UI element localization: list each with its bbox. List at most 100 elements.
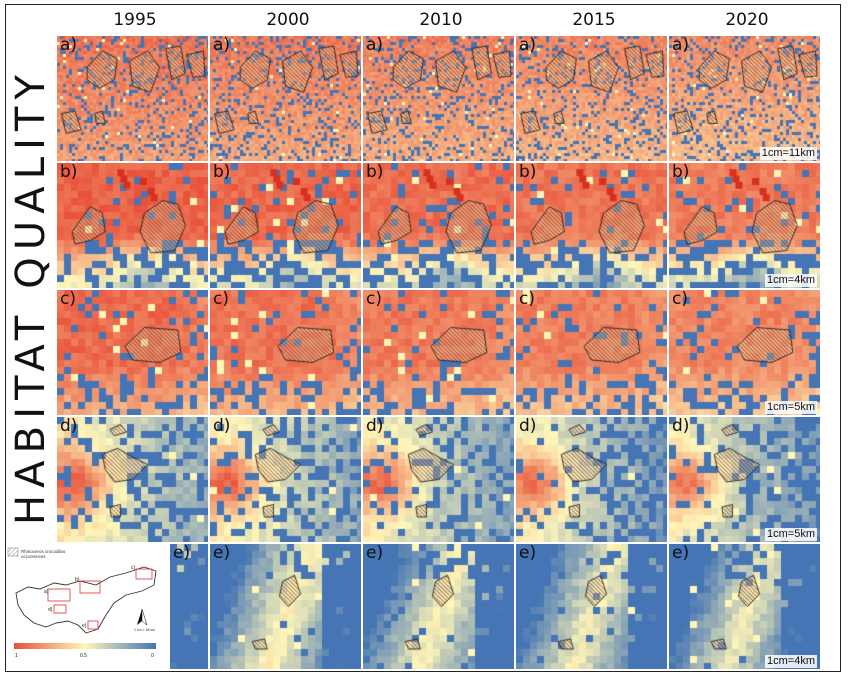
scale-label: 1cm=5km [765, 401, 817, 414]
map-raster [516, 417, 667, 542]
habitat-map-e-2000: e) [210, 544, 361, 669]
year-header-2010: 2010 [419, 10, 463, 30]
year-header-2020: 2020 [725, 10, 769, 30]
inset-label-a: a) [44, 589, 49, 595]
habitat-map-b-2015: b) [516, 163, 667, 288]
panel-label: a) [213, 36, 231, 55]
panel-label: c) [213, 290, 229, 309]
habitat-map-a-2010: a) [363, 36, 514, 161]
map-raster [170, 544, 208, 669]
habitat-map-c-2000: c) [210, 290, 361, 415]
panel-label: a) [366, 36, 384, 55]
map-raster [669, 163, 820, 288]
panel-label: b) [519, 163, 537, 182]
habitat-map-e-2015: e) [516, 544, 667, 669]
map-raster [57, 36, 208, 161]
habitat-map-b-2010: b) [363, 163, 514, 288]
inset-label-b: b) [75, 577, 80, 583]
ramp-label-max: 0 [151, 653, 154, 659]
panel-label: d) [60, 417, 78, 436]
habitat-map-c-2015: c) [516, 290, 667, 415]
north-scale-label: 1 cm = 48 km [134, 628, 155, 632]
habitat-map-a-2000: a) [210, 36, 361, 161]
year-header-2015: 2015 [572, 10, 616, 30]
panel-label: a) [60, 36, 78, 55]
map-raster [210, 544, 361, 669]
side-title: HABITAT QUALITY [8, 70, 54, 530]
map-raster [57, 163, 208, 288]
map-raster [516, 290, 667, 415]
habitat-map-a-2020: a) 1cm=11km [669, 36, 820, 161]
map-raster [363, 544, 514, 669]
panel-label: b) [366, 163, 384, 182]
habitat-map-a-1995: a) [57, 36, 208, 161]
panel-label: c) [672, 290, 688, 309]
map-raster [210, 417, 361, 542]
panel-label: a) [672, 36, 690, 55]
habitat-map-d-1995: d) [57, 417, 208, 542]
habitat-map-e-2010: e) [363, 544, 514, 669]
panel-label: d) [366, 417, 384, 436]
habitat-map-e-2020: e) 1cm=4km [669, 544, 820, 669]
habitat-map-b-1995: b) [57, 163, 208, 288]
panel-label: d) [519, 417, 537, 436]
map-raster [57, 290, 208, 415]
inset-label-c: c) [131, 565, 136, 571]
north-arrow-icon [137, 608, 148, 626]
panel-label: d) [672, 417, 690, 436]
panel-label: c) [60, 290, 76, 309]
map-raster [363, 36, 514, 161]
inset-box-b [79, 580, 101, 594]
map-raster [516, 544, 667, 669]
map-raster [669, 544, 820, 669]
habitat-color-ramp [14, 643, 156, 649]
habitat-map-a-2015: a) [516, 36, 667, 161]
map-raster [57, 417, 208, 542]
habitat-map-c-2020: c) 1cm=5km [669, 290, 820, 415]
scale-label: 1cm=11km [759, 147, 817, 160]
hatch-legend-swatch [7, 547, 19, 557]
habitat-map-e-1995: e) [170, 544, 208, 669]
scale-label: 1cm=4km [765, 655, 817, 668]
inset-label-e: e) [82, 623, 87, 629]
panel-label: e) [173, 544, 191, 563]
scale-label: 1cm=5km [765, 528, 817, 541]
panel-label: b) [60, 163, 78, 182]
study-area-inset: Rhinoceros crocodilus occurrences a) b) … [6, 545, 164, 663]
panel-label: e) [213, 544, 231, 563]
habitat-map-d-2010: d) [363, 417, 514, 542]
map-raster [669, 36, 820, 161]
map-raster [210, 290, 361, 415]
panel-label: d) [213, 417, 231, 436]
map-raster [363, 417, 514, 542]
panel-label: c) [519, 290, 535, 309]
side-title-text: HABITAT QUALITY [10, 74, 50, 525]
panel-label: c) [366, 290, 382, 309]
panel-label: e) [672, 544, 690, 563]
study-area-outline [15, 566, 157, 634]
inset-box-a [47, 588, 71, 602]
year-header-2000: 2000 [266, 10, 310, 30]
inset-label-d: d) [48, 607, 53, 613]
hatch-legend-label-2: occurrences [21, 554, 46, 559]
year-header-1995: 1995 [113, 10, 157, 30]
scale-label: 1cm=4km [765, 274, 817, 287]
map-raster [669, 417, 820, 542]
panel-label: b) [213, 163, 231, 182]
map-raster [669, 290, 820, 415]
inset-box-e [87, 620, 99, 630]
map-raster [210, 36, 361, 161]
habitat-map-d-2020: d) 1cm=5km [669, 417, 820, 542]
habitat-map-c-1995: c) [57, 290, 208, 415]
map-raster [516, 163, 667, 288]
ramp-label-mid: 0.5 [80, 653, 87, 659]
map-raster [210, 163, 361, 288]
map-raster [363, 163, 514, 288]
inset-box-d [53, 604, 67, 614]
panel-label: e) [366, 544, 384, 563]
habitat-map-d-2015: d) [516, 417, 667, 542]
map-raster [516, 36, 667, 161]
ramp-label-min: 1 [15, 653, 18, 659]
panel-label: a) [519, 36, 537, 55]
habitat-map-d-2000: d) [210, 417, 361, 542]
